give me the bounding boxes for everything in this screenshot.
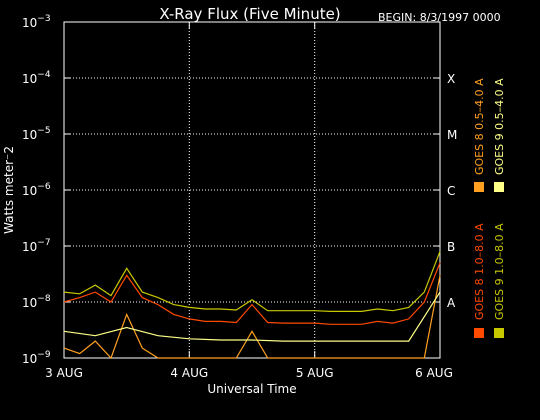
flare-class-labels: X M C B A — [447, 72, 457, 310]
legend-swatch — [474, 328, 484, 338]
y-tick-labels: 10−3 10−4 10−5 10−6 10−7 10−8 10−9 — [22, 14, 51, 366]
x-tick-label: 6 AUG — [415, 366, 453, 380]
legend-swatch — [494, 182, 504, 192]
series-line-0 — [63, 262, 441, 325]
vertical-gridlines — [188, 22, 316, 358]
flare-class-label: A — [447, 296, 456, 310]
begin-label: BEGIN: 8/3/1997 0000 — [378, 11, 501, 24]
x-tick-label: 3 AUG — [45, 366, 83, 380]
flare-class-label: X — [447, 72, 455, 86]
x-tick-labels: 3 AUG 4 AUG 5 AUG 6 AUG — [45, 366, 453, 380]
legend-entry: GOES 8 0.5–4.0 A — [473, 78, 486, 192]
y-tick-label: 10−3 — [22, 14, 51, 30]
y-tick-label: 10−6 — [22, 182, 51, 198]
y-tick-label: 10−5 — [22, 126, 51, 142]
legend-label: GOES 9 1.0–8.0 A — [493, 223, 506, 320]
legend-entry: GOES 9 0.5–4.0 A — [493, 78, 506, 192]
x-tick-label: 4 AUG — [170, 366, 208, 380]
x-tick-label: 5 AUG — [296, 366, 334, 380]
flare-class-label: M — [447, 128, 457, 142]
legend-label: GOES 8 0.5–4.0 A — [473, 78, 486, 175]
legend-entry: GOES 8 1.0–8.0 A — [473, 223, 486, 338]
flare-class-label: C — [447, 184, 455, 198]
y-tick-label: 10−9 — [22, 350, 51, 366]
legend-swatch — [474, 182, 484, 192]
legend: GOES 8 1.0–8.0 A GOES 8 0.5–4.0 A GOES 9… — [473, 78, 506, 338]
series-line-1 — [63, 275, 441, 360]
y-tick-label: 10−8 — [22, 294, 51, 310]
y-tick-label: 10−7 — [22, 238, 51, 254]
legend-swatch — [494, 328, 504, 338]
series-layer — [63, 251, 441, 360]
legend-label: GOES 8 1.0–8.0 A — [473, 223, 486, 320]
series-line-2 — [63, 251, 441, 312]
chart-title: X-Ray Flux (Five Minute) — [159, 5, 340, 23]
y-axis-label: Watts meter⁻2 — [2, 146, 16, 234]
y-tick-label: 10−4 — [22, 70, 51, 86]
flare-class-label: B — [447, 240, 455, 254]
series-line-3 — [63, 291, 441, 342]
legend-entry: GOES 9 1.0–8.0 A — [493, 223, 506, 338]
legend-label: GOES 9 0.5–4.0 A — [493, 78, 506, 175]
x-axis-label: Universal Time — [207, 382, 296, 396]
